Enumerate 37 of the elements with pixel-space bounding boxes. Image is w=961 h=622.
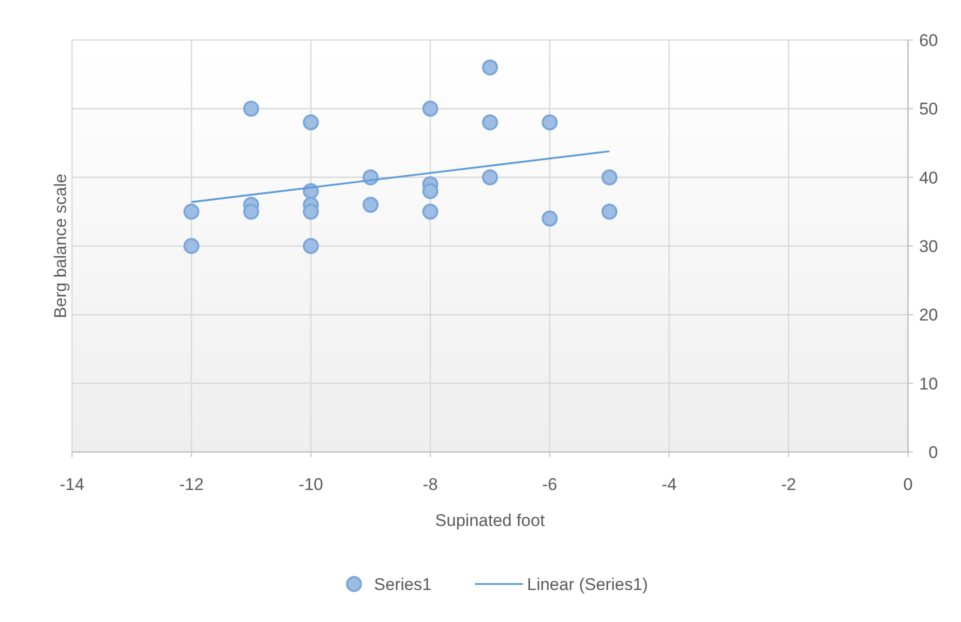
point <box>243 100 260 117</box>
x-tick-label: -2 <box>781 475 796 494</box>
point <box>243 204 260 220</box>
x-tick-label: -8 <box>422 475 438 494</box>
legend-label: Linear (Series1) <box>527 575 648 594</box>
x-tick-label: 0 <box>903 475 913 494</box>
y-tick-label: 10 <box>919 374 938 394</box>
point <box>482 59 498 76</box>
point <box>542 210 558 227</box>
point <box>362 196 379 213</box>
point <box>302 204 319 220</box>
point <box>482 114 498 130</box>
y-tick-label: 20 <box>919 306 938 325</box>
point <box>542 114 558 130</box>
y-tick-label: 50 <box>919 100 938 119</box>
y-tick-label: 60 <box>919 30 938 50</box>
y-axis-title: Berg balance scale <box>51 174 70 318</box>
x-tick-label: -10 <box>298 475 324 494</box>
point <box>302 114 319 130</box>
x-tick-label: -6 <box>542 475 558 494</box>
y-tick-label: 30 <box>919 236 938 256</box>
x-tick-label: -12 <box>179 475 204 494</box>
point <box>422 100 438 117</box>
point <box>482 169 498 186</box>
y-tick-label: 40 <box>919 168 938 188</box>
x-axis-title: Supinated foot <box>435 511 546 530</box>
point <box>183 204 200 220</box>
y-tick-label: 0 <box>928 442 938 462</box>
point <box>302 238 319 254</box>
x-tick-label: -14 <box>60 475 84 494</box>
x-tick-label: -4 <box>662 475 677 494</box>
point <box>422 204 438 220</box>
point <box>183 238 200 254</box>
point <box>422 183 438 200</box>
point <box>601 169 618 186</box>
legend-label: Series1 <box>374 575 432 594</box>
point <box>601 204 618 220</box>
